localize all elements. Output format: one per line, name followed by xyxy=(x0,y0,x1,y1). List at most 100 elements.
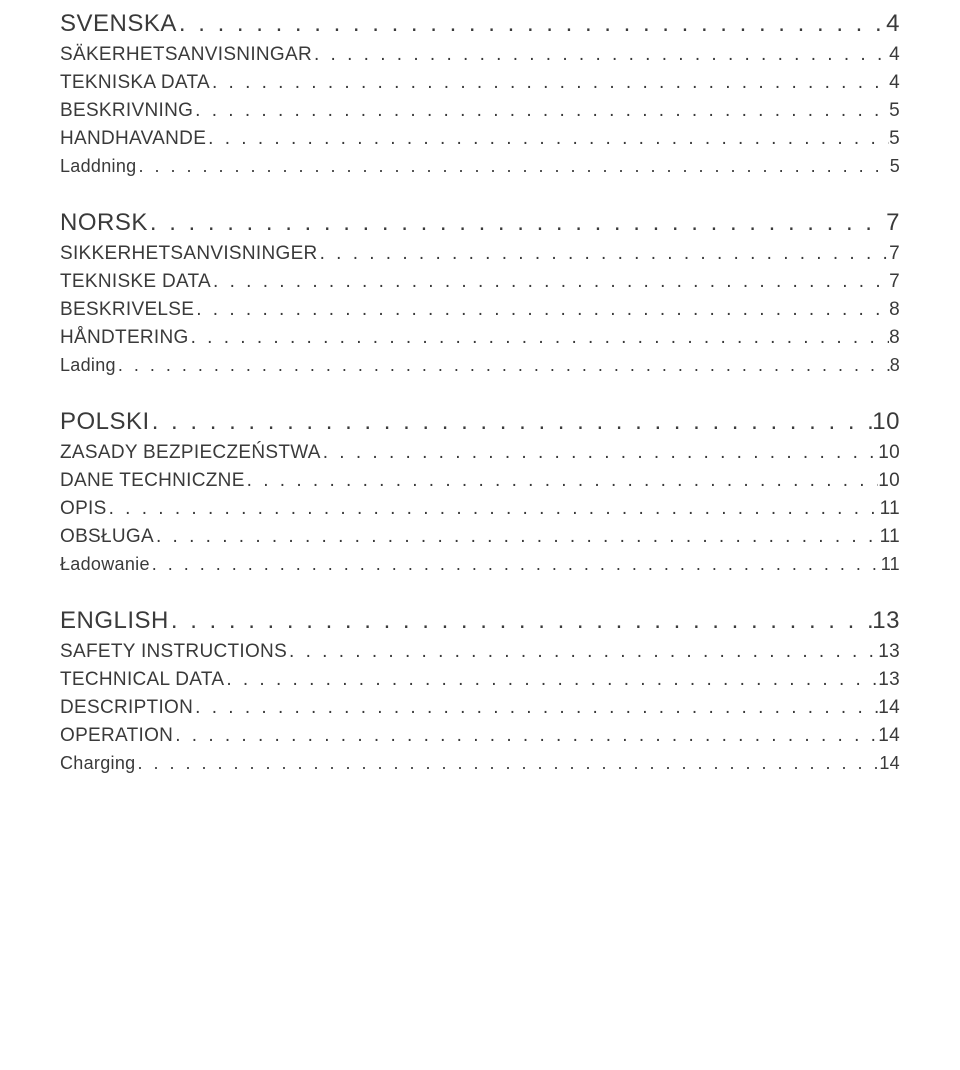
toc-section-title-row[interactable]: ENGLISH . . . . . . . . . . . . . . . . … xyxy=(60,607,900,635)
toc-page-number: 4 xyxy=(889,72,900,94)
toc-entry-row[interactable]: HANDHAVANDE . . . . . . . . . . . . . . … xyxy=(60,128,900,150)
toc-section: ENGLISH . . . . . . . . . . . . . . . . … xyxy=(60,607,900,774)
toc-leader-dots: . . . . . . . . . . . . . . . . . . . . … xyxy=(148,209,886,237)
toc-page-number: 5 xyxy=(889,100,900,122)
toc-page-number: 11 xyxy=(881,554,900,575)
toc-page-number: 14 xyxy=(878,725,900,747)
toc-leader-dots: . . . . . . . . . . . . . . . . . . . . … xyxy=(154,526,880,548)
toc-leader-dots: . . . . . . . . . . . . . . . . . . . . … xyxy=(321,442,879,464)
toc-entry-label: OPERATION xyxy=(60,725,173,747)
toc-page-number: 4 xyxy=(886,10,900,38)
toc-entry-label: ZASADY BEZPIECZEŃSTWA xyxy=(60,442,321,464)
toc-leader-dots: . . . . . . . . . . . . . . . . . . . . … xyxy=(177,10,886,38)
toc-entry-row[interactable]: TECHNICAL DATA . . . . . . . . . . . . .… xyxy=(60,669,900,691)
toc-leader-dots: . . . . . . . . . . . . . . . . . . . . … xyxy=(211,271,889,293)
toc-page-number: 10 xyxy=(872,408,900,436)
toc-entry-row[interactable]: DESCRIPTION . . . . . . . . . . . . . . … xyxy=(60,697,900,719)
toc-entry-row[interactable]: OBSŁUGA . . . . . . . . . . . . . . . . … xyxy=(60,526,900,548)
toc-leader-dots: . . . . . . . . . . . . . . . . . . . . … xyxy=(189,327,890,349)
toc-entry-label: DANE TECHNICZNE xyxy=(60,470,245,492)
toc-leader-dots: . . . . . . . . . . . . . . . . . . . . … xyxy=(312,44,889,66)
toc-page-number: 11 xyxy=(880,526,900,548)
toc-leader-dots: . . . . . . . . . . . . . . . . . . . . … xyxy=(150,408,873,436)
toc-leader-dots: . . . . . . . . . . . . . . . . . . . . … xyxy=(287,641,878,663)
toc-entry-label: SIKKERHETSANVISNINGER xyxy=(60,243,318,265)
toc-leader-dots: . . . . . . . . . . . . . . . . . . . . … xyxy=(193,100,889,122)
toc-page: SVENSKA . . . . . . . . . . . . . . . . … xyxy=(0,0,960,810)
toc-entry-label: Ładowanie xyxy=(60,554,150,575)
toc-entry-row[interactable]: Lading . . . . . . . . . . . . . . . . .… xyxy=(60,355,900,376)
toc-leader-dots: . . . . . . . . . . . . . . . . . . . . … xyxy=(169,607,872,635)
toc-entry-label: DESCRIPTION xyxy=(60,697,193,719)
toc-entry-label: TEKNISKA DATA xyxy=(60,72,210,94)
toc-page-number: 10 xyxy=(878,470,900,492)
toc-entry-row[interactable]: Ładowanie . . . . . . . . . . . . . . . … xyxy=(60,554,900,575)
toc-entry-row[interactable]: OPIS . . . . . . . . . . . . . . . . . .… xyxy=(60,498,900,520)
toc-section: SVENSKA . . . . . . . . . . . . . . . . … xyxy=(60,10,900,177)
toc-page-number: 10 xyxy=(878,442,900,464)
toc-leader-dots: . . . . . . . . . . . . . . . . . . . . … xyxy=(173,725,878,747)
toc-entry-row[interactable]: SIKKERHETSANVISNINGER . . . . . . . . . … xyxy=(60,243,900,265)
toc-section-title: NORSK xyxy=(60,209,148,237)
toc-entry-label: OPIS xyxy=(60,498,107,520)
toc-page-number: 5 xyxy=(890,156,900,177)
toc-page-number: 14 xyxy=(878,697,900,719)
toc-entry-label: TEKNISKE DATA xyxy=(60,271,211,293)
toc-entry-label: HÅNDTERING xyxy=(60,327,189,349)
toc-leader-dots: . . . . . . . . . . . . . . . . . . . . … xyxy=(206,128,889,150)
toc-entry-row[interactable]: TEKNISKE DATA . . . . . . . . . . . . . … xyxy=(60,271,900,293)
toc-section: POLSKI . . . . . . . . . . . . . . . . .… xyxy=(60,408,900,575)
toc-entry-row[interactable]: BESKRIVELSE . . . . . . . . . . . . . . … xyxy=(60,299,900,321)
toc-leader-dots: . . . . . . . . . . . . . . . . . . . . … xyxy=(245,470,879,492)
toc-page-number: 14 xyxy=(879,753,900,774)
toc-entry-row[interactable]: Charging . . . . . . . . . . . . . . . .… xyxy=(60,753,900,774)
toc-page-number: 13 xyxy=(872,607,900,635)
toc-leader-dots: . . . . . . . . . . . . . . . . . . . . … xyxy=(193,697,878,719)
toc-entry-row[interactable]: TEKNISKA DATA . . . . . . . . . . . . . … xyxy=(60,72,900,94)
toc-leader-dots: . . . . . . . . . . . . . . . . . . . . … xyxy=(107,498,880,520)
toc-entry-label: Laddning xyxy=(60,156,136,177)
toc-leader-dots: . . . . . . . . . . . . . . . . . . . . … xyxy=(224,669,878,691)
toc-entry-label: SÄKERHETSANVISNINGAR xyxy=(60,44,312,66)
toc-leader-dots: . . . . . . . . . . . . . . . . . . . . … xyxy=(136,156,889,177)
toc-page-number: 8 xyxy=(889,299,900,321)
toc-entry-row[interactable]: SÄKERHETSANVISNINGAR . . . . . . . . . .… xyxy=(60,44,900,66)
toc-section-title-row[interactable]: SVENSKA . . . . . . . . . . . . . . . . … xyxy=(60,10,900,38)
toc-entry-row[interactable]: Laddning . . . . . . . . . . . . . . . .… xyxy=(60,156,900,177)
toc-leader-dots: . . . . . . . . . . . . . . . . . . . . … xyxy=(318,243,890,265)
toc-section-title: POLSKI xyxy=(60,408,150,436)
toc-page-number: 8 xyxy=(889,327,900,349)
toc-leader-dots: . . . . . . . . . . . . . . . . . . . . … xyxy=(194,299,889,321)
toc-entry-label: Charging xyxy=(60,753,135,774)
toc-page-number: 8 xyxy=(890,355,900,376)
toc-entry-row[interactable]: BESKRIVNING . . . . . . . . . . . . . . … xyxy=(60,100,900,122)
toc-entry-row[interactable]: OPERATION . . . . . . . . . . . . . . . … xyxy=(60,725,900,747)
toc-page-number: 7 xyxy=(886,209,900,237)
toc-page-number: 4 xyxy=(889,44,900,66)
toc-section-title-row[interactable]: POLSKI . . . . . . . . . . . . . . . . .… xyxy=(60,408,900,436)
toc-entry-row[interactable]: DANE TECHNICZNE . . . . . . . . . . . . … xyxy=(60,470,900,492)
toc-entry-row[interactable]: HÅNDTERING . . . . . . . . . . . . . . .… xyxy=(60,327,900,349)
toc-section: NORSK . . . . . . . . . . . . . . . . . … xyxy=(60,209,900,376)
toc-entry-label: TECHNICAL DATA xyxy=(60,669,224,691)
toc-entry-label: SAFETY INSTRUCTIONS xyxy=(60,641,287,663)
toc-page-number: 5 xyxy=(889,128,900,150)
toc-entry-label: HANDHAVANDE xyxy=(60,128,206,150)
toc-entry-label: BESKRIVELSE xyxy=(60,299,194,321)
toc-entry-row[interactable]: SAFETY INSTRUCTIONS . . . . . . . . . . … xyxy=(60,641,900,663)
toc-leader-dots: . . . . . . . . . . . . . . . . . . . . … xyxy=(135,753,879,774)
toc-entry-row[interactable]: ZASADY BEZPIECZEŃSTWA . . . . . . . . . … xyxy=(60,442,900,464)
toc-leader-dots: . . . . . . . . . . . . . . . . . . . . … xyxy=(150,554,881,575)
toc-leader-dots: . . . . . . . . . . . . . . . . . . . . … xyxy=(210,72,889,94)
toc-page-number: 13 xyxy=(878,669,900,691)
toc-section-title: SVENSKA xyxy=(60,10,177,38)
toc-entry-label: Lading xyxy=(60,355,116,376)
toc-page-number: 11 xyxy=(880,498,900,520)
toc-page-number: 13 xyxy=(878,641,900,663)
toc-section-title-row[interactable]: NORSK . . . . . . . . . . . . . . . . . … xyxy=(60,209,900,237)
toc-section-title: ENGLISH xyxy=(60,607,169,635)
toc-entry-label: OBSŁUGA xyxy=(60,526,154,548)
toc-page-number: 7 xyxy=(889,243,900,265)
toc-leader-dots: . . . . . . . . . . . . . . . . . . . . … xyxy=(116,355,890,376)
toc-page-number: 7 xyxy=(889,271,900,293)
